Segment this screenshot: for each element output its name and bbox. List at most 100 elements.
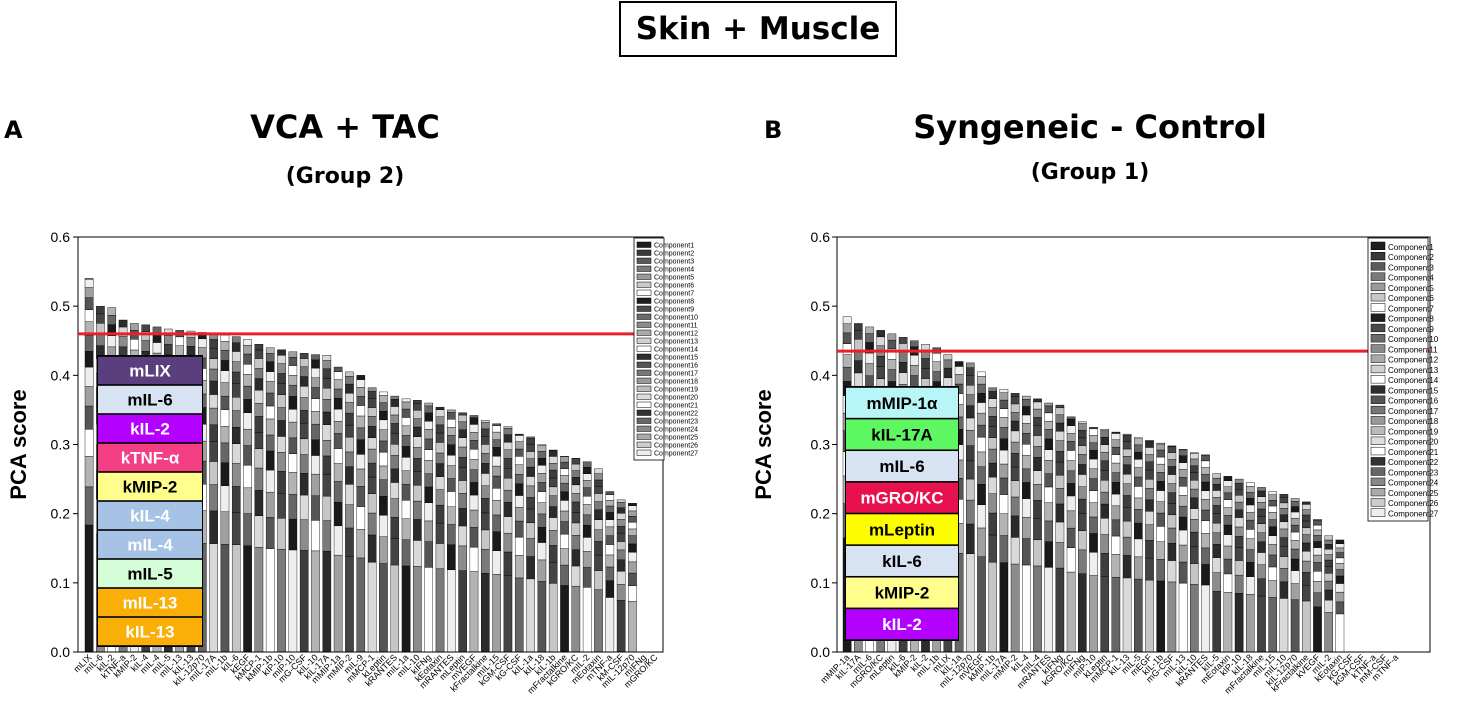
bar [1290,498,1300,653]
bar [220,335,230,653]
legend-swatch [1370,282,1386,292]
highlight-box [846,609,958,640]
legend-entry: Component12 [654,331,698,338]
legend-swatch [636,385,652,392]
bar [1044,402,1054,653]
legend-swatch [636,345,652,352]
bar [367,387,377,653]
highlight-box [846,545,958,576]
bar [1279,494,1289,653]
highlight-box [98,501,202,530]
bar [288,351,298,653]
bar [1111,431,1121,653]
legend-entry: Component3 [1388,263,1434,272]
y-tick-label: 0.6 [811,229,831,245]
legend-entry: Component4 [654,267,694,274]
bar [628,503,637,653]
legend-entry: Component20 [654,395,698,402]
bar [1100,429,1110,653]
bar [322,355,332,653]
highlight-label: kIL-17A [871,425,932,444]
legend-swatch [1370,426,1386,435]
bar [265,347,275,653]
legend-entry: Component9 [654,307,694,314]
legend-entry: Component1 [1388,243,1434,252]
legend-swatch [636,393,652,400]
legend-swatch [1370,303,1386,312]
legend-entry: Component24 [654,427,698,434]
bar [401,398,411,653]
highlight-label: mIL-6 [879,457,924,476]
legend-entry: Component25 [1388,489,1439,498]
bar [548,449,558,653]
legend-swatch [636,425,652,432]
bar [514,433,524,653]
highlight-label: mIL-13 [123,594,178,613]
legend-swatch [1370,364,1386,374]
legend-swatch [636,297,652,304]
figure-title: Skin + Muscle [619,1,897,57]
legend: Component1Component2Component3Component4… [633,237,698,461]
highlight-box [846,419,958,450]
legend-swatch [636,433,652,440]
legend-entry: Component6 [1388,294,1434,303]
bar [481,420,490,653]
bar [311,354,320,653]
y-tick-label: 0.3 [51,437,71,453]
highlight-box [98,472,202,501]
legend-entry: Component1 [654,243,694,250]
legend-entry: Component9 [1388,325,1434,334]
legend-swatch [636,369,652,376]
plot-frame [836,236,1431,653]
bar [526,436,535,653]
legend-entry: Component22 [654,411,698,418]
legend-entry: Component18 [1388,417,1439,426]
legend-entry: Component8 [654,299,694,306]
bar [1156,442,1166,653]
legend-entry: Component17 [654,371,698,378]
bar [571,458,581,653]
bar [1302,501,1311,653]
bar [988,387,998,653]
legend-entry: Component27 [1388,510,1439,519]
legend-entry: Component22 [1388,458,1439,467]
legend-swatch [1370,477,1386,486]
bar [1190,452,1199,653]
y-tick-label: 0.0 [51,644,71,660]
highlight-box [846,387,958,418]
legend-entry: Component26 [1388,499,1439,508]
bar [413,400,422,653]
bar [243,339,252,653]
highlight-box [846,451,958,482]
bar [1178,449,1188,653]
legend-swatch [636,337,652,344]
legend-swatch [636,313,652,320]
legend-entry: Component25 [654,435,698,442]
legend-entry: Component14 [654,347,698,354]
highlight-label: kIL-2 [130,420,170,439]
bar [1335,539,1345,653]
y-axis-label: PCA score [751,389,776,499]
legend-swatch [1370,344,1386,353]
legend-swatch [636,441,652,448]
legend-swatch [636,249,652,256]
legend-entry: Component16 [654,363,698,370]
y-tick-label: 0.4 [51,367,71,383]
legend-swatch [1370,436,1386,445]
y-tick-label: 0.6 [51,229,71,245]
legend-swatch [636,321,652,328]
panel-b-letter: B [764,116,783,144]
bar [345,371,354,653]
legend-entry: Component7 [654,291,694,298]
panel-a-letter: A [4,116,23,144]
legend-swatch [1370,252,1386,261]
bar [492,423,501,653]
panel-a-subtitle: (Group 2) [285,164,405,189]
legend-entry: Component14 [1388,376,1439,385]
highlight-label: kIL-2 [882,615,922,634]
legend-entry: Component19 [1388,427,1439,436]
legend-entry: Component11 [654,323,698,330]
legend-swatch [636,361,652,368]
legend-swatch [636,377,652,384]
bar [1212,473,1222,653]
